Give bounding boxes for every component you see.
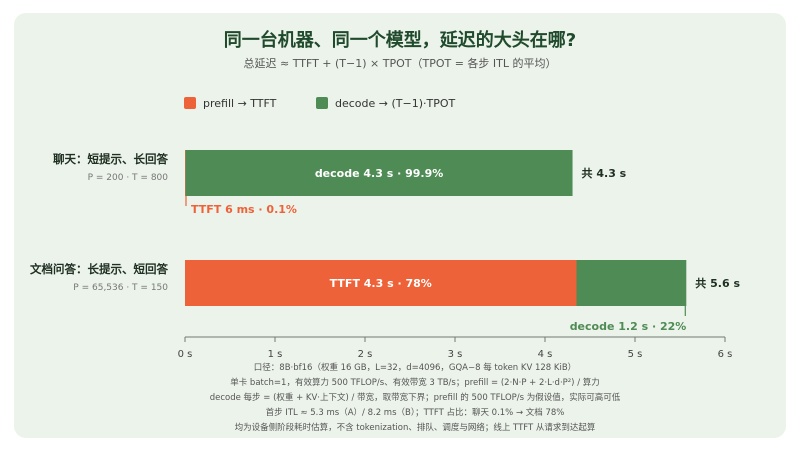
bar-prefill: [185, 260, 577, 306]
legend-swatch-prefill: [184, 97, 196, 109]
plot-area: 0 s 1 s 2 s 3 s 4 s 5 s 6 s 聊天：短提示、长回答 P = 200 ·…: [30, 150, 740, 360]
chart-title: 同一台机器、同一个模型，延迟的大头在哪?: [224, 29, 576, 51]
footnote-line: decode 每步 = (权重 + KV·上下文) / 带宽，取带宽下界；pre…: [210, 392, 621, 403]
legend-swatch-decode: [316, 97, 328, 109]
legend: prefill → TTFT decode → (T−1)·TPOT: [184, 97, 456, 110]
bar-decode: [576, 260, 687, 306]
x-tick-label: 1 s: [268, 349, 283, 360]
category-label: 文档问答：长提示、短回答: [30, 262, 168, 276]
category-sublabel: P = 65,536 · T = 150: [73, 283, 168, 293]
bar-label-prefill: TTFT 6 ms · 0.1%: [191, 203, 297, 216]
bar-total-label: 共 4.3 s: [582, 166, 627, 180]
category-sublabel: P = 200 · T = 800: [88, 173, 169, 183]
chart-subtitle: 总延迟 ≈ TTFT + (T−1) × TPOT（TPOT = 各步 ITL …: [244, 56, 557, 70]
bar-label-decode: decode 1.2 s · 22%: [570, 320, 687, 333]
legend-label-prefill: prefill → TTFT: [203, 97, 277, 110]
chart-card: [14, 13, 786, 438]
bar-label-prefill: TTFT 4.3 s · 78%: [330, 277, 432, 290]
category-label: 聊天：短提示、长回答: [53, 152, 168, 166]
bar-total-label: 共 5.6 s: [695, 276, 740, 290]
bar-label-decode: decode 4.3 s · 99.9%: [315, 167, 443, 180]
bar-prefill: [185, 150, 186, 196]
x-tick-label: 6 s: [718, 349, 733, 360]
footnote-line: 单卡 batch=1，有效算力 500 TFLOP/s、有效带宽 3 TB/s；…: [230, 377, 600, 388]
bar-decode: [185, 150, 573, 196]
footnote-line: 口径：8B·bf16（权重 16 GB，L=32，d=4096，GQA−8 每 …: [254, 362, 576, 373]
footnote-line: 均为设备侧阶段耗时估算，不含 tokenization、排队、调度与网络；线上 …: [235, 422, 596, 433]
footnote-line: 首步 ITL ≈ 5.3 ms（A）/ 8.2 ms（B）；TTFT 占比：聊天…: [266, 407, 565, 418]
x-tick-label: 0 s: [178, 349, 193, 360]
footnotes: 口径：8B·bf16（权重 16 GB，L=32，d=4096，GQA−8 每 …: [210, 362, 621, 433]
x-tick-label: 4 s: [538, 349, 553, 360]
legend-label-decode: decode → (T−1)·TPOT: [335, 97, 456, 110]
x-tick-label: 2 s: [358, 349, 373, 360]
x-tick-label: 5 s: [628, 349, 643, 360]
x-tick-label: 3 s: [448, 349, 463, 360]
